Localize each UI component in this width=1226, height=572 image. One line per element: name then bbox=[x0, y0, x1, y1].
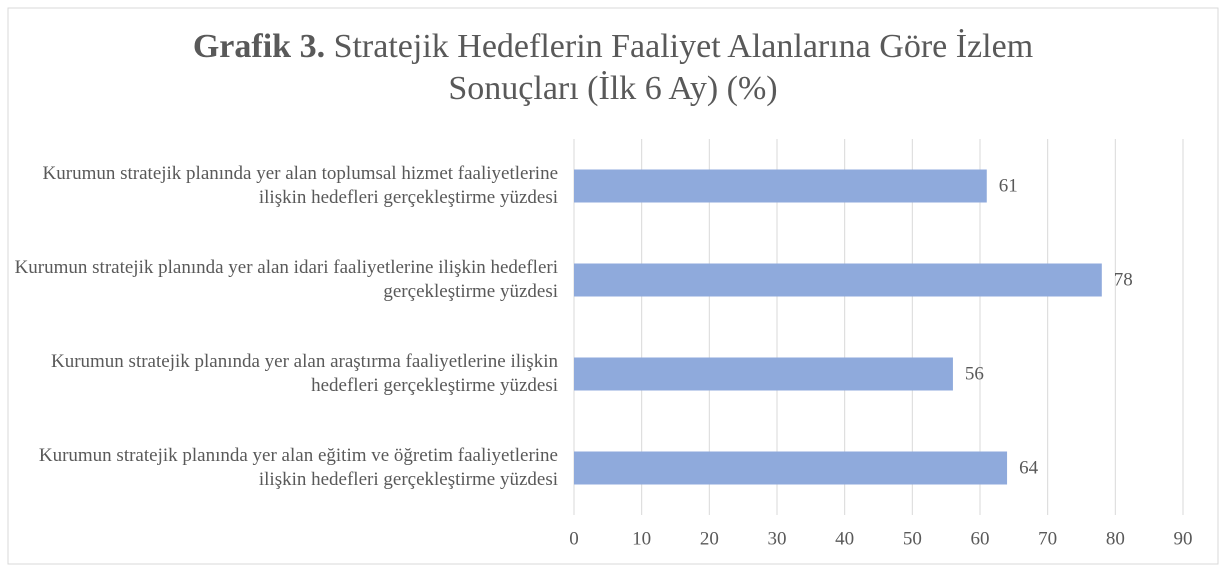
chart-title: Stratejik Hedeflerin Faaliyet Alanlarına… bbox=[333, 28, 1034, 107]
bar bbox=[574, 357, 953, 391]
x-tick-label: 20 bbox=[700, 528, 719, 549]
bar bbox=[574, 451, 1008, 485]
y-tick-label: Kurumun stratejik planında yer alan eğit… bbox=[38, 445, 558, 490]
bar bbox=[574, 263, 1102, 297]
x-tick-label: 80 bbox=[1106, 528, 1125, 549]
chart-title-label: Grafik 3. bbox=[192, 28, 326, 65]
x-tick-label: 30 bbox=[768, 528, 787, 549]
value-label: 78 bbox=[1114, 269, 1133, 290]
x-tick-label: 50 bbox=[903, 528, 922, 549]
value-label: 56 bbox=[965, 363, 984, 384]
value-label: 61 bbox=[999, 175, 1018, 196]
x-tick-label: 0 bbox=[569, 528, 579, 549]
x-tick-label: 70 bbox=[1038, 528, 1057, 549]
x-tick-label: 10 bbox=[632, 528, 651, 549]
chart-title-block: Grafik 3. Stratejik Hedeflerin Faaliyet … bbox=[0, 26, 1226, 110]
bar bbox=[574, 169, 987, 203]
chart-border bbox=[7, 7, 1219, 565]
x-tick-label: 60 bbox=[971, 528, 990, 549]
y-tick-label: Kurumun stratejik planında yer alan araş… bbox=[50, 351, 558, 396]
x-tick-label: 40 bbox=[835, 528, 854, 549]
y-tick-label: Kurumun stratejik planında yer alan topl… bbox=[42, 163, 558, 208]
y-tick-label: Kurumun stratejik planında yer alan idar… bbox=[14, 257, 558, 302]
value-label: 64 bbox=[1019, 457, 1039, 478]
x-tick-label: 90 bbox=[1174, 528, 1193, 549]
